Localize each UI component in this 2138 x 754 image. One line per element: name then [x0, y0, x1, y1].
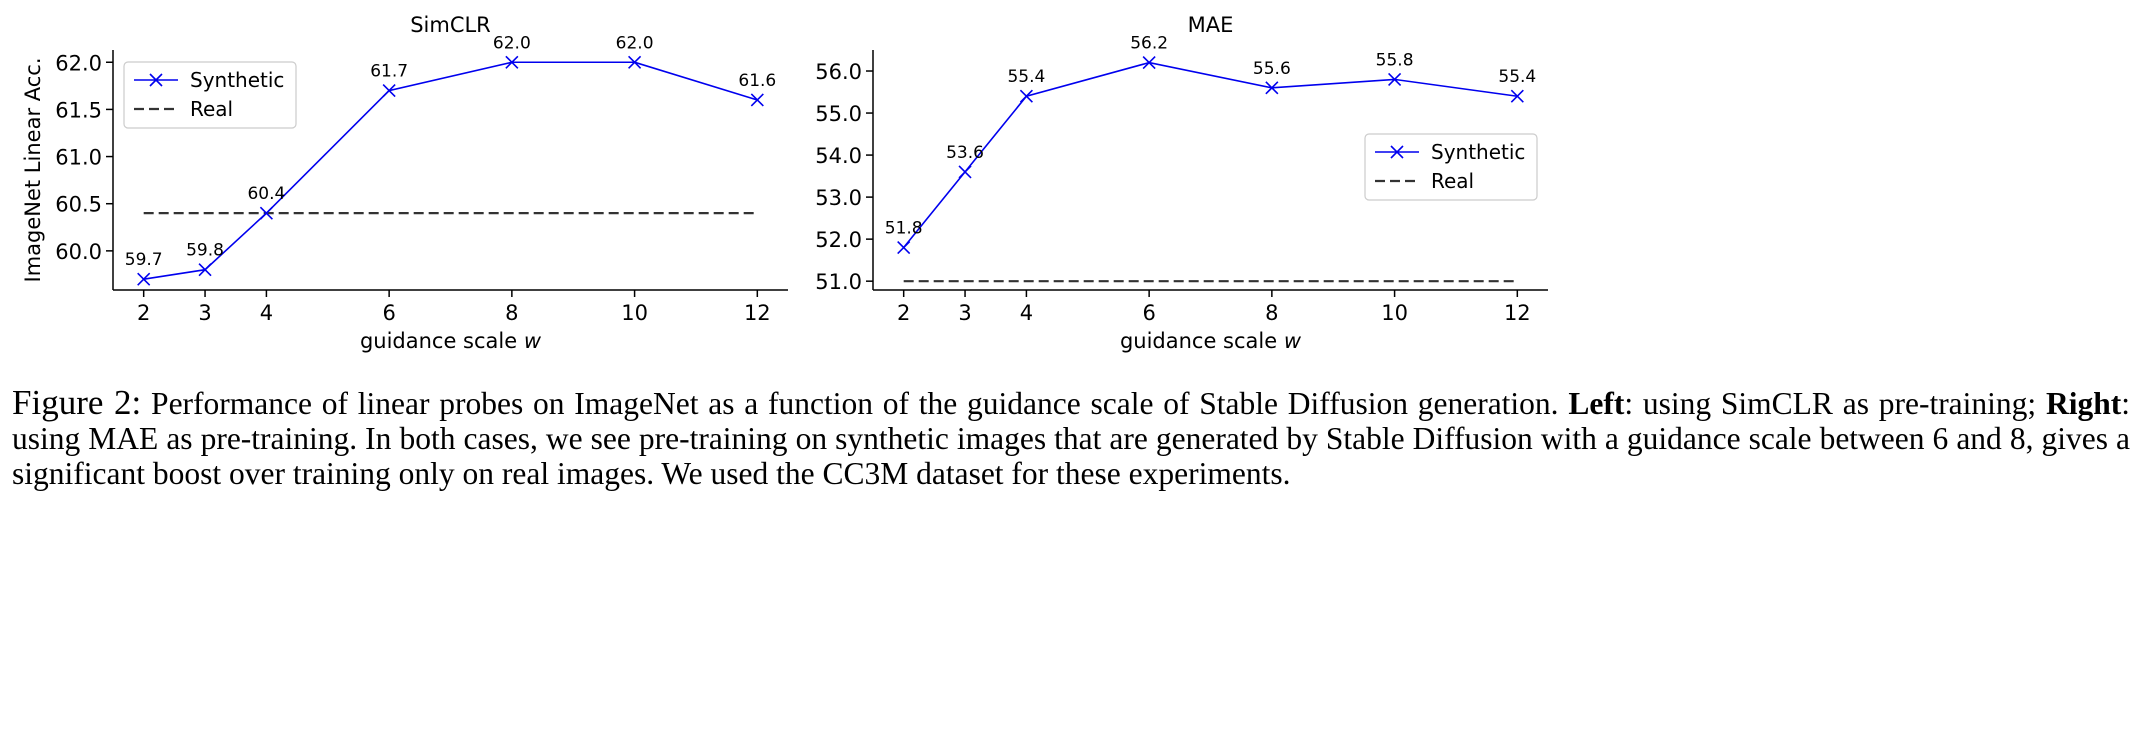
legend-real-label: Real — [1431, 169, 1474, 193]
caption-text-1: Performance of linear probes on ImageNet… — [141, 386, 1569, 421]
y-tick-label: 60.0 — [55, 240, 102, 264]
legend-box — [1364, 133, 1538, 201]
chart-title: SimCLR — [410, 13, 491, 37]
data-label: 53.6 — [946, 143, 984, 163]
y-axis-label: ImageNet Linear Acc. — [21, 57, 45, 282]
x-tick-label: 3 — [198, 301, 211, 325]
data-label: 62.0 — [493, 33, 531, 53]
legend-synthetic-label: Synthetic — [1431, 140, 1525, 164]
y-tick-label: 61.0 — [55, 146, 102, 170]
data-point-marker — [1019, 89, 1033, 103]
x-axis-label: guidance scale w — [360, 329, 542, 353]
data-point-marker — [1388, 72, 1402, 86]
data-label: 55.6 — [1253, 59, 1291, 79]
legend-synthetic-marker — [149, 73, 163, 87]
caption-left-bold: Left — [1568, 386, 1625, 421]
x-tick-label: 4 — [1020, 301, 1033, 325]
y-tick-label: 55.0 — [815, 102, 862, 126]
data-label: 51.8 — [885, 219, 923, 239]
data-point-marker — [137, 272, 151, 286]
figure-caption: Figure 2: Performance of linear probes o… — [12, 383, 2130, 491]
data-label: 62.0 — [616, 33, 654, 53]
x-tick-label: 6 — [1142, 301, 1155, 325]
data-label: 59.7 — [125, 250, 163, 270]
x-tick-label: 3 — [958, 301, 971, 325]
y-tick-label: 56.0 — [815, 60, 862, 84]
data-label: 61.7 — [370, 62, 408, 82]
legend-real-label: Real — [190, 97, 233, 121]
data-label: 55.8 — [1376, 50, 1414, 70]
data-point-marker — [382, 83, 396, 98]
data-point-marker — [1142, 56, 1156, 70]
data-point-marker — [198, 263, 212, 277]
legend-box — [123, 61, 297, 129]
data-label: 61.6 — [738, 71, 776, 91]
data-label: 56.2 — [1130, 34, 1168, 54]
x-axis-label-variable: w — [524, 329, 542, 353]
chart-mae: MAE 2 3 4 6 8 10 12 51.0 52.0 53.0 54.0 55.0 56.0 guid… — [815, 13, 1548, 353]
data-point-marker — [897, 240, 911, 255]
caption-right-bold: Right — [2045, 386, 2122, 421]
legend-synthetic-label: Synthetic — [190, 68, 284, 92]
x-tick-label: 2 — [137, 301, 150, 325]
y-tick-label: 60.5 — [55, 193, 102, 217]
y-tick-label: 52.0 — [815, 228, 862, 252]
data-point-marker — [628, 55, 642, 69]
y-tick-label: 51.0 — [815, 270, 862, 294]
data-point-marker — [750, 93, 764, 107]
chart-title: MAE — [1188, 13, 1234, 37]
x-tick-label: 12 — [1504, 301, 1531, 325]
data-label: 55.4 — [1007, 67, 1045, 87]
caption-text-3: : using MAE as pre-training. In both cas… — [12, 386, 2130, 491]
x-tick-label: 8 — [505, 301, 518, 325]
x-tick-label: 8 — [1265, 301, 1278, 325]
chart-simclr: SimCLR 2 3 4 6 8 10 12 60.0 60.5 61.0 61.5 62.0 guida… — [21, 13, 788, 353]
data-point-marker — [958, 165, 972, 179]
x-tick-label: 10 — [1381, 301, 1408, 325]
legend-synthetic-marker — [1390, 145, 1404, 159]
data-point-marker — [259, 206, 273, 220]
data-label: 59.8 — [186, 241, 224, 261]
data-point-marker — [505, 55, 519, 69]
y-tick-label: 54.0 — [815, 144, 862, 168]
caption-text-2: : using SimCLR as pre-training; — [1624, 386, 2046, 421]
data-label: 60.4 — [247, 184, 285, 204]
data-label: 55.4 — [1498, 67, 1536, 87]
x-tick-label: 12 — [744, 301, 771, 325]
data-point-marker — [1510, 89, 1524, 103]
data-point-marker — [1265, 81, 1279, 95]
x-tick-label: 6 — [382, 301, 395, 325]
y-tick-label: 62.0 — [55, 51, 102, 75]
x-tick-label: 10 — [621, 301, 648, 325]
legend: Synthetic Real — [123, 61, 297, 129]
y-tick-label: 53.0 — [815, 186, 862, 210]
figure-charts: SimCLR 2 3 4 6 8 10 12 60.0 60.5 61.0 61.5 62.0 guida… — [21, 13, 1548, 353]
x-tick-label: 4 — [260, 301, 273, 325]
x-axis-label: guidance scale w — [1120, 329, 1302, 353]
y-tick-label: 61.5 — [55, 98, 102, 122]
x-tick-label: 2 — [897, 301, 910, 325]
caption-label: Figure 2: — [12, 383, 142, 422]
legend: Synthetic Real — [1364, 133, 1538, 201]
x-axis-label-variable: w — [1284, 329, 1302, 353]
